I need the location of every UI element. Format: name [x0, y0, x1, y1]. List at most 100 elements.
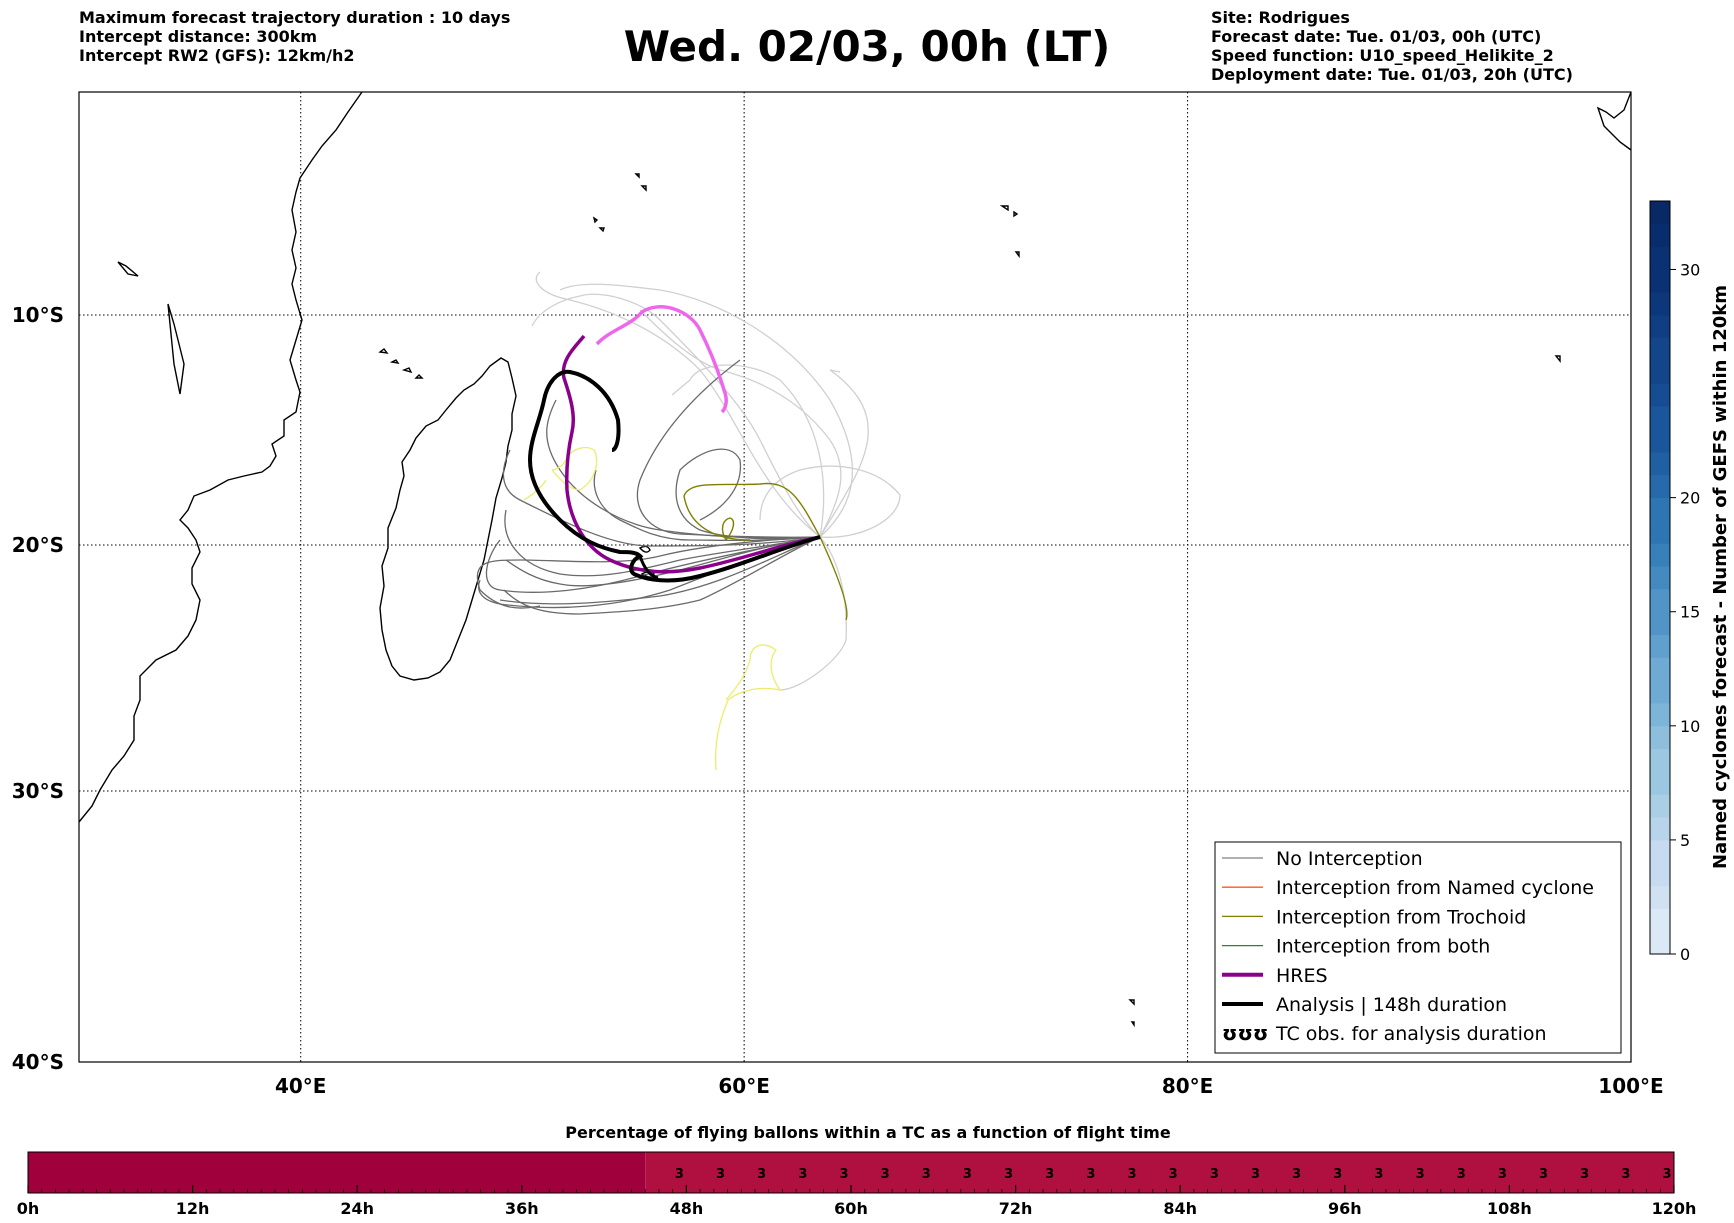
colorbar: 0 5 10 15 20 30 Named cyclones forecast - Num…: [1649, 200, 1731, 964]
colorbar-segment: [1650, 748, 1670, 772]
intercept-distance-text: Intercept distance: 300km: [79, 27, 318, 46]
hour-label: 108h: [1487, 1199, 1532, 1218]
colorbar-segment: [1650, 337, 1670, 362]
hour-label: 96h: [1328, 1199, 1362, 1218]
colorbar-segment: [1650, 406, 1670, 430]
colorbar-segment: [1650, 246, 1670, 270]
madagascar-coastline: [379, 357, 517, 681]
bar-cell-value: 3: [1210, 1167, 1219, 1182]
sumatra-coast: [1596, 91, 1632, 151]
hour-label: 36h: [505, 1199, 539, 1218]
bar-cell-value: 3: [798, 1167, 807, 1182]
bar-cell-value: 3: [881, 1167, 890, 1182]
hour-label: 72h: [999, 1199, 1033, 1218]
colorbar-segment: [1650, 634, 1670, 658]
colorbar-segment: [1650, 908, 1670, 932]
bar-cell-value: 3: [1621, 1167, 1630, 1182]
bar-cell-value: 3: [675, 1167, 684, 1182]
colorbar-segment: [1650, 680, 1670, 704]
cocos-island: [1554, 355, 1561, 363]
colorbar-segment: [1650, 657, 1670, 681]
hour-label: 84h: [1163, 1199, 1197, 1218]
colorbar-tick-label: 15: [1680, 603, 1700, 622]
legend: No Interception Interception from Named c…: [1214, 841, 1622, 1054]
bar-zero-segment: [28, 1152, 646, 1193]
trajectories: [476, 271, 901, 771]
colorbar-segment: [1650, 497, 1670, 521]
bar-cell-value: 3: [757, 1167, 766, 1182]
cyclone-icon: ʊʊʊ: [1222, 1021, 1268, 1045]
reunion-island: [638, 545, 651, 553]
legend-label: Interception from Trochoid: [1276, 906, 1526, 928]
intercept-rw2-text: Intercept RW2 (GFS): 12km/h2: [79, 46, 355, 65]
legend-label: No Interception: [1276, 848, 1423, 870]
lat-tick-label: 30°S: [12, 779, 64, 803]
colorbar-segment: [1650, 794, 1670, 818]
yellow-tracks: [523, 446, 782, 771]
bar-cell-value: 3: [1539, 1167, 1548, 1182]
map-axis-labels: 40°E 60°E 80°E 100°E 10°S 20°S 30°S 40°S: [12, 303, 1664, 1098]
hres-forecast-extension: [595, 305, 728, 414]
hour-label: 0h: [17, 1199, 40, 1218]
colorbar-segment: [1650, 771, 1670, 795]
colorbar-tick-label: 5: [1680, 831, 1690, 850]
percentage-bar: Percentage of flying ballons within a TC…: [17, 1123, 1697, 1218]
bar-cell-value: 3: [922, 1167, 931, 1182]
colorbar-segment: [1650, 839, 1670, 864]
map-title: Wed. 02/03, 00h (LT): [623, 22, 1111, 71]
trochoid-interception-tracks: [683, 482, 848, 621]
colorbar-segment: [1650, 885, 1670, 909]
colorbar-tick-label: 10: [1680, 717, 1700, 736]
hour-label: 120h: [1652, 1199, 1697, 1218]
hres-track: [561, 334, 821, 574]
max-duration-text: Maximum forecast trajectory duration : 1…: [79, 8, 511, 27]
legend-box: [1214, 841, 1622, 1054]
legend-label: Interception from both: [1276, 936, 1490, 958]
bar-cell-value: 3: [1580, 1167, 1589, 1182]
analysis-track: [527, 369, 821, 583]
bar-cell-value: 3: [1086, 1167, 1095, 1182]
colorbar-segment: [1650, 315, 1670, 339]
bar-cell-value: 3: [963, 1167, 972, 1182]
lon-tick-label: 80°E: [1162, 1074, 1214, 1098]
bar-cell-value: 3: [716, 1167, 725, 1182]
header-right-info: Site: Rodrigues Forecast date: Tue. 01/0…: [1211, 8, 1573, 84]
colorbar-segment: [1650, 269, 1670, 293]
header-left-info: Maximum forecast trajectory duration : 1…: [79, 8, 510, 65]
comoros-islands: [378, 348, 424, 379]
bar-value-segment: [645, 1152, 1674, 1193]
africa-coastline: [78, 91, 363, 823]
no-interception-tracks: [476, 359, 821, 615]
legend-label: TC obs. for analysis duration: [1275, 1023, 1547, 1045]
bar-cell-value: 3: [1374, 1167, 1383, 1182]
map-gridlines: [79, 92, 1631, 1062]
colorbar-segment: [1650, 725, 1670, 750]
colorbar-segment: [1650, 474, 1670, 499]
bar-cell-value: 3: [1416, 1167, 1425, 1182]
bar-cell-value: 3: [1457, 1167, 1466, 1182]
colorbar-tick-label: 20: [1680, 489, 1700, 508]
legend-label: HRES: [1276, 965, 1328, 987]
map-frame: [78, 91, 1632, 1063]
speed-function-text: Speed function: U10_speed_Helikite_2: [1211, 46, 1554, 65]
deployment-date-text: Deployment date: Tue. 01/03, 20h (UTC): [1211, 65, 1573, 84]
amsterdam-island: [1128, 999, 1135, 1028]
colorbar-segment: [1650, 383, 1670, 407]
colorbar-segment: [1650, 862, 1670, 887]
colorbar-segment: [1650, 703, 1670, 727]
colorbar-segment: [1650, 520, 1670, 544]
bar-cell-value: 3: [1128, 1167, 1137, 1182]
lon-tick-label: 100°E: [1598, 1074, 1663, 1098]
site-text: Site: Rodrigues: [1211, 8, 1350, 27]
hour-label: 12h: [176, 1199, 210, 1218]
bar-cell-value: 3: [1045, 1167, 1054, 1182]
colorbar-segment: [1650, 588, 1670, 613]
colorbar-segment: [1650, 223, 1670, 248]
forecast-date-text: Forecast date: Tue. 01/03, 00h (UTC): [1211, 27, 1542, 46]
bar-cell-value: 3: [1004, 1167, 1013, 1182]
seychelles-islands: [592, 173, 647, 233]
bar-cell-value: 3: [1662, 1167, 1671, 1182]
hour-label: 48h: [670, 1199, 704, 1218]
legend-label: Analysis | 148h duration: [1276, 994, 1507, 1016]
